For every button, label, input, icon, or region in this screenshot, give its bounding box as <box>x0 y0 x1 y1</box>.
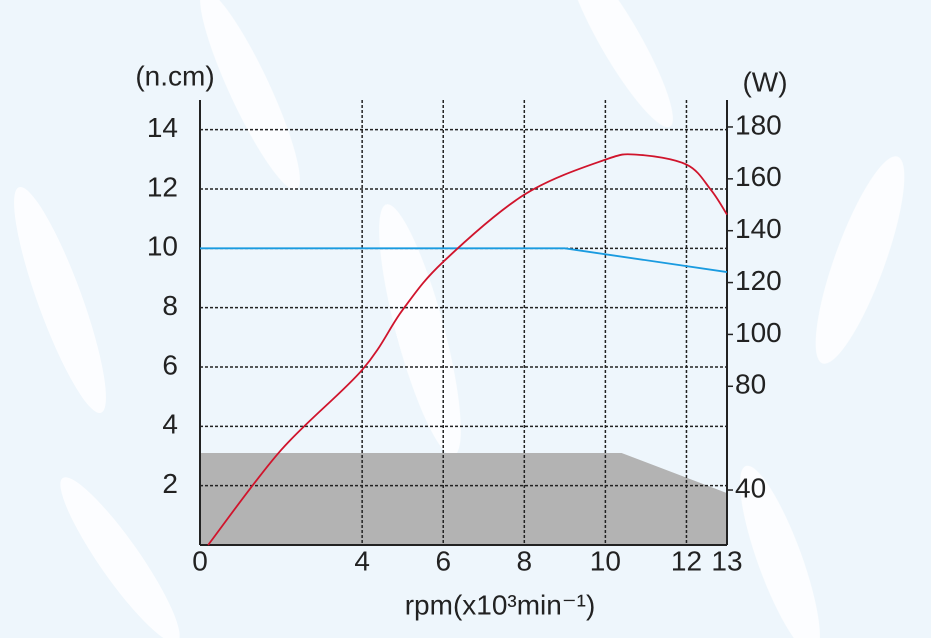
y2-tick-label: 140 <box>735 213 782 244</box>
y2-tick-label: 80 <box>735 369 766 400</box>
x-tick-label: 13 <box>711 545 742 576</box>
y-tick-label: 14 <box>147 112 178 143</box>
y2-tick-label: 160 <box>735 161 782 192</box>
x-tick-label: 6 <box>435 545 451 576</box>
y2-tick-label: 180 <box>735 109 782 140</box>
x-tick-label: 0 <box>192 545 208 576</box>
y-tick-label: 6 <box>162 349 178 380</box>
y-tick-label: 4 <box>162 409 178 440</box>
x-tick-label: 4 <box>354 545 370 576</box>
y2-tick-label: 120 <box>735 265 782 296</box>
y2-tick-label: 100 <box>735 317 782 348</box>
y-tick-label: 10 <box>147 231 178 262</box>
x-tick-label: 12 <box>671 545 702 576</box>
y2-tick-label: 40 <box>735 472 766 503</box>
x-tick-label: 8 <box>517 545 533 576</box>
line <box>200 247 728 273</box>
x-axis-label: rpm(x10³min⁻¹) <box>405 589 596 620</box>
y-tick-label: 12 <box>147 171 178 202</box>
area <box>200 453 727 545</box>
y2-axis-label: (W) <box>742 66 787 97</box>
y-tick-label: 8 <box>162 290 178 321</box>
line <box>207 153 728 546</box>
y-tick-label: 2 <box>162 468 178 499</box>
x-tick-label: 10 <box>590 545 621 576</box>
y-axis-label: (n.cm) <box>135 60 214 91</box>
